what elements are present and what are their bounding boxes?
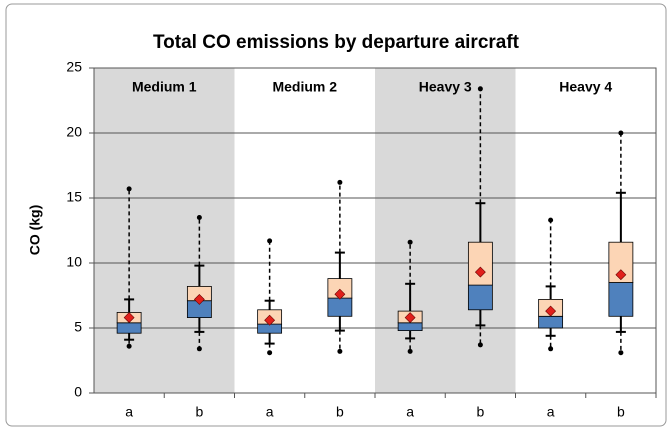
y-tick-label: 20 (66, 124, 82, 140)
box-lower (467, 284, 493, 311)
x-tick-label: b (476, 404, 484, 420)
mean-marker (264, 314, 276, 326)
plot-area: 0 5 10 15 20 25 Medium 1 a b Medium 2 a b Heavy 3 a b H… (66, 59, 657, 420)
group-band (94, 68, 235, 393)
min-point (126, 343, 132, 349)
box-lower (116, 322, 142, 334)
x-tick-label: a (547, 404, 555, 420)
group-label: Medium 1 (132, 79, 197, 95)
group-label: Medium 2 (272, 79, 337, 95)
mean-marker (193, 293, 205, 305)
group-label: Heavy 4 (559, 79, 612, 95)
x-tick-label: b (336, 404, 344, 420)
min-point (337, 348, 343, 354)
y-axis-label: CO (kg) (27, 205, 43, 256)
box-lower (608, 282, 634, 317)
min-point (477, 342, 483, 348)
max-point (337, 179, 343, 185)
y-tick-label: 5 (74, 319, 82, 335)
mean-marker (123, 312, 135, 324)
min-point (267, 350, 273, 356)
box-lower (327, 297, 353, 317)
mean-marker (615, 269, 627, 281)
x-tick-label: b (195, 404, 203, 420)
x-tick-label: a (125, 404, 133, 420)
group-band (375, 68, 516, 393)
x-tick-label: a (406, 404, 414, 420)
min-point (196, 346, 202, 352)
max-point (618, 130, 624, 136)
y-tick-label: 0 (74, 384, 82, 400)
mean-marker (334, 288, 346, 300)
box-lower (538, 315, 564, 329)
y-tick-label: 25 (66, 59, 82, 75)
mean-marker (474, 266, 486, 278)
x-tick-label: b (617, 404, 625, 420)
min-point (407, 348, 413, 354)
x-tick-label: a (266, 404, 274, 420)
y-tick-label: 15 (66, 189, 82, 205)
chart-title: Total CO emissions by departure aircraft (153, 32, 520, 53)
group-label: Heavy 3 (419, 79, 472, 95)
min-point (618, 350, 624, 356)
max-point (267, 238, 273, 244)
max-point (548, 217, 554, 223)
mean-marker (404, 312, 416, 324)
max-point (126, 186, 132, 192)
min-point (548, 346, 554, 352)
box-lower (397, 322, 423, 331)
max-point (407, 239, 413, 245)
max-point (477, 86, 483, 92)
box-upper (467, 241, 493, 286)
y-tick-label: 10 (66, 254, 82, 270)
max-point (196, 215, 202, 220)
mean-marker (545, 305, 557, 317)
